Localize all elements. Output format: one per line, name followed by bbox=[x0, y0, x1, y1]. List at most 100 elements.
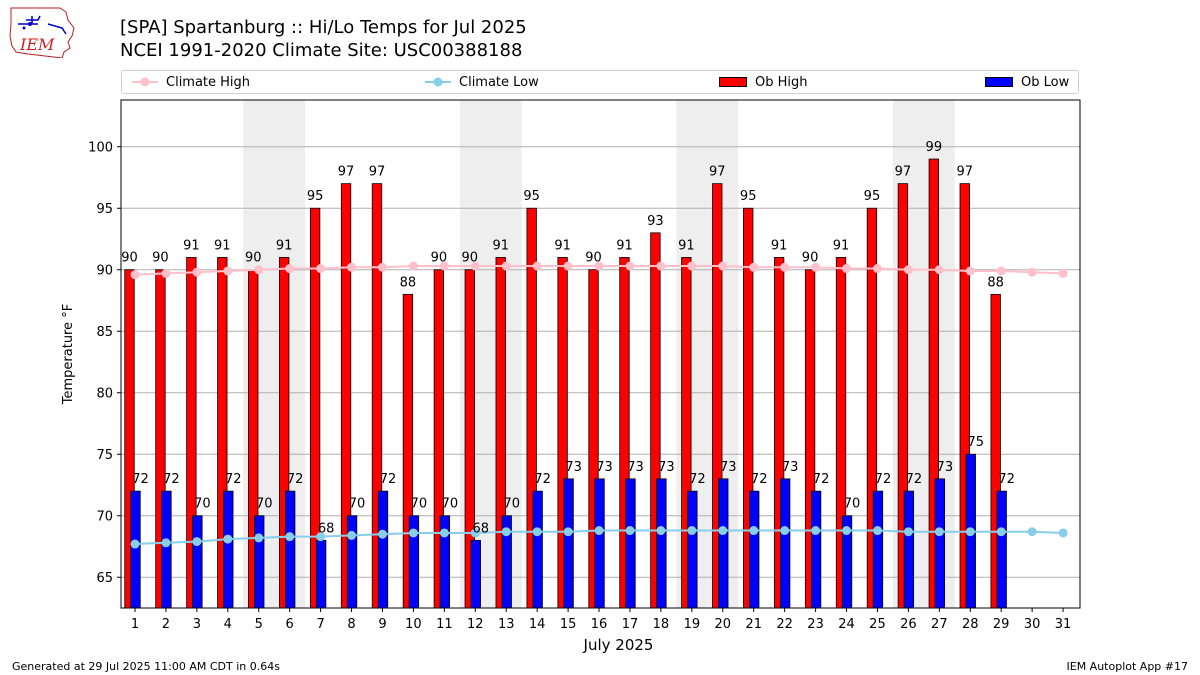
climate-low-point-day-14 bbox=[532, 527, 542, 537]
climate-high-point-day-20 bbox=[718, 261, 728, 271]
y-tick-label-65: 65 bbox=[96, 571, 113, 586]
climate-high-point-day-25 bbox=[872, 264, 882, 274]
ob-high-bar-day-19 bbox=[681, 257, 692, 608]
climate-low-point-day-23 bbox=[811, 526, 821, 536]
y-tick-label-100: 100 bbox=[88, 141, 113, 156]
ob-high-label-day-7: 95 bbox=[307, 189, 324, 204]
x-tick-label-6: 6 bbox=[286, 617, 294, 632]
ob-low-label-day-24: 70 bbox=[844, 497, 861, 512]
climate-low-point-day-24 bbox=[842, 526, 852, 536]
x-tick-label-4: 4 bbox=[224, 617, 232, 632]
climate-high-point-day-27 bbox=[934, 265, 944, 275]
ob-low-bar-day-6 bbox=[285, 490, 296, 608]
climate-low-point-day-4 bbox=[223, 534, 233, 544]
ob-low-bar-day-14 bbox=[532, 490, 543, 608]
y-tick-label-70: 70 bbox=[96, 510, 113, 525]
x-tick-label-5: 5 bbox=[255, 617, 263, 632]
plot-frame bbox=[120, 99, 1081, 609]
ob-low-label-day-22: 73 bbox=[782, 460, 799, 475]
legend-climate-high-swatch bbox=[132, 77, 158, 87]
ob-low-bar-day-18 bbox=[656, 478, 667, 608]
climate-high-point-day-12 bbox=[470, 261, 480, 271]
ob-low-label-day-14: 72 bbox=[534, 472, 551, 487]
plot-area bbox=[121, 100, 1080, 608]
ob-high-label-day-23: 90 bbox=[802, 251, 819, 266]
x-tick-label-7: 7 bbox=[316, 617, 324, 632]
climate-low-point-day-15 bbox=[563, 527, 573, 537]
climate-high-point-day-24 bbox=[842, 264, 852, 274]
ob-high-bar-day-18 bbox=[650, 232, 661, 608]
x-tick-label-11: 11 bbox=[436, 617, 453, 632]
climate-low-point-day-7 bbox=[316, 532, 326, 542]
legend-climate-high-label: Climate High bbox=[166, 74, 251, 90]
ob-high-bar-day-29 bbox=[990, 293, 1001, 608]
ob-low-label-day-7: 68 bbox=[318, 521, 335, 536]
ob-high-label-day-29: 88 bbox=[987, 275, 1004, 290]
climate-high-point-day-30 bbox=[1027, 267, 1037, 277]
ob-high-label-day-22: 91 bbox=[771, 238, 788, 253]
ob-low-label-day-13: 70 bbox=[503, 497, 520, 512]
ob-low-bar-day-16 bbox=[594, 478, 605, 608]
climate-low-point-day-9 bbox=[377, 529, 387, 539]
x-tick-label-22: 22 bbox=[776, 617, 793, 632]
ob-low-label-day-2: 72 bbox=[163, 472, 180, 487]
ob-high-bar-day-25 bbox=[866, 207, 878, 608]
footer-app: IEM Autoplot App #17 bbox=[1066, 660, 1189, 673]
ob-high-bar-day-11 bbox=[433, 269, 445, 608]
ob-high-label-day-6: 91 bbox=[276, 238, 293, 253]
legend-climate-low-swatch bbox=[425, 77, 451, 87]
ob-low-bar-day-2 bbox=[161, 490, 172, 608]
ob-high-label-day-19: 91 bbox=[678, 238, 695, 253]
ob-high-bar-day-7 bbox=[309, 207, 321, 608]
legend-ob-low-swatch bbox=[985, 77, 1013, 87]
ob-high-label-day-11: 90 bbox=[431, 251, 448, 266]
climate-high-point-day-10 bbox=[408, 261, 418, 271]
legend-ob-high-swatch bbox=[719, 77, 747, 87]
climate-low-point-day-18 bbox=[656, 526, 666, 536]
ob-high-bar-day-13 bbox=[495, 257, 506, 608]
y-tick-label-75: 75 bbox=[96, 448, 113, 463]
legend-climate-low: Climate Low bbox=[425, 71, 539, 93]
ob-low-bar-day-15 bbox=[563, 478, 574, 608]
ob-high-label-day-21: 95 bbox=[740, 189, 757, 204]
climate-high-point-day-8 bbox=[347, 262, 357, 272]
legend-ob-high: Ob High bbox=[719, 71, 808, 93]
climate-high-point-day-18 bbox=[656, 261, 666, 271]
x-tick-label-20: 20 bbox=[715, 617, 732, 632]
x-tick-label-18: 18 bbox=[653, 617, 670, 632]
climate-low-point-day-13 bbox=[501, 527, 511, 537]
ob-high-bar-day-9 bbox=[371, 183, 383, 608]
climate-low-point-day-30 bbox=[1027, 527, 1037, 537]
climate-low-point-day-8 bbox=[347, 530, 357, 540]
ob-low-label-day-8: 70 bbox=[349, 497, 366, 512]
climate-high-point-day-3 bbox=[192, 267, 202, 277]
x-tick-label-13: 13 bbox=[498, 617, 515, 632]
x-tick-label-1: 1 bbox=[131, 617, 139, 632]
ob-low-label-day-28: 75 bbox=[967, 435, 984, 450]
ob-low-bar-day-20 bbox=[718, 478, 729, 608]
ob-high-bar-day-3 bbox=[186, 257, 197, 608]
climate-low-point-day-26 bbox=[903, 527, 913, 537]
x-tick-label-2: 2 bbox=[162, 617, 170, 632]
climate-low-point-day-27 bbox=[934, 527, 944, 537]
ob-high-label-day-2: 90 bbox=[152, 251, 169, 266]
legend-ob-low-label: Ob Low bbox=[1021, 74, 1070, 90]
ob-high-bar-day-6 bbox=[279, 257, 290, 608]
climate-low-point-day-5 bbox=[254, 533, 264, 543]
ob-low-label-day-3: 70 bbox=[194, 497, 211, 512]
climate-high-point-day-15 bbox=[563, 261, 573, 271]
ob-low-bar-day-25 bbox=[872, 490, 884, 608]
x-tick-label-21: 21 bbox=[745, 617, 762, 632]
climate-high-point-day-4 bbox=[223, 266, 233, 276]
legend-climate-low-label: Climate Low bbox=[459, 74, 539, 90]
x-tick-label-8: 8 bbox=[347, 617, 355, 632]
ob-high-label-day-16: 90 bbox=[585, 251, 602, 266]
climate-high-point-day-22 bbox=[780, 262, 790, 272]
climate-low-point-day-2 bbox=[161, 538, 171, 548]
climate-low-point-day-10 bbox=[408, 528, 418, 538]
ob-high-label-day-10: 88 bbox=[400, 275, 417, 290]
climate-high-point-day-26 bbox=[903, 265, 913, 275]
ob-high-bar-day-20 bbox=[712, 183, 723, 608]
ob-high-label-day-25: 95 bbox=[864, 189, 881, 204]
